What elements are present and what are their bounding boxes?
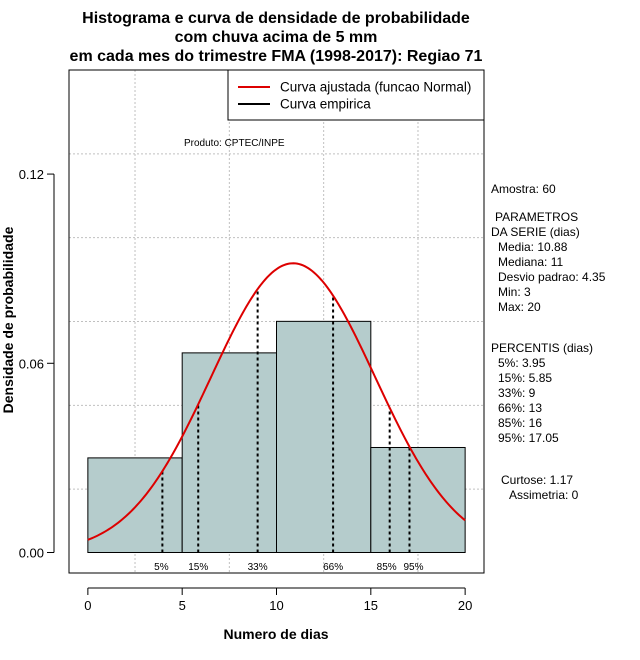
percentil-15: 15%: 5.85	[498, 371, 552, 385]
histogram-bar	[87, 457, 183, 554]
param-media: Media: 10.88	[498, 240, 568, 254]
percentile-lines: 5% 15% 33% 66% 85% 95%	[154, 289, 424, 573]
percentile-label: 85%	[377, 562, 397, 573]
y-tick-label: 0.06	[19, 356, 44, 371]
params-title-2: DA SERIE (dias)	[491, 225, 580, 239]
axes: 0 5 10 15 20 0.00 0.06 0.12	[19, 167, 473, 613]
param-max: Max: 20	[498, 300, 541, 314]
x-axis-label: Numero de dias	[223, 626, 328, 642]
normal-curve-layer	[87, 262, 466, 554]
chart-title-line-3: em cada mes do trimestre FMA (1998-2017)…	[70, 48, 483, 65]
param-min: Min: 3	[498, 285, 531, 299]
x-tick-label: 10	[269, 598, 283, 613]
stats-panel: Amostra: 60 PARAMETROS DA SERIE (dias) M…	[491, 182, 606, 502]
histogram-bar	[276, 320, 372, 554]
curtose-text: Curtose: 1.17	[501, 473, 573, 487]
percentil-66: 66%: 13	[498, 401, 542, 415]
legend-label-empirical: Curva empirica	[280, 97, 371, 112]
x-tick-label: 20	[458, 598, 472, 613]
param-mediana: Mediana: 11	[498, 255, 563, 269]
assimetria-text: Assimetria: 0	[509, 488, 579, 502]
normal-curve	[87, 262, 466, 541]
percentile-label: 33%	[248, 562, 268, 573]
chart-title-line-2: com chuva acima de 5 mm	[175, 29, 378, 46]
params-title-1: PARAMETROS	[495, 210, 578, 224]
percentil-5: 5%: 3.95	[498, 356, 546, 370]
y-tick-label: 0.12	[19, 167, 44, 182]
x-tick-label: 0	[84, 598, 91, 613]
percentil-95: 95%: 17.05	[498, 431, 559, 445]
param-desvio: Desvio padrao: 4.35	[498, 270, 606, 284]
x-tick-label: 5	[179, 598, 186, 613]
percentile-label: 66%	[323, 562, 343, 573]
histogram-bars	[87, 320, 466, 554]
percentile-label: 5%	[154, 562, 169, 573]
percentil-85: 85%: 16	[498, 416, 542, 430]
legend-label-normal: Curva ajustada (funcao Normal)	[280, 80, 471, 95]
y-axis-label: Densidade de probabilidade	[0, 226, 16, 413]
legend-box	[227, 69, 485, 121]
amostra-text: Amostra: 60	[491, 182, 556, 196]
legend: Curva ajustada (funcao Normal) Curva emp…	[227, 69, 485, 121]
percentile-label: 15%	[188, 562, 208, 573]
histogram-bar	[181, 352, 278, 554]
produto-annotation: Produto: CPTEC/INPE	[184, 138, 285, 149]
chart-title-line-1: Histograma e curva de densidade de proba…	[82, 10, 470, 27]
percentil-33: 33%: 9	[498, 386, 536, 400]
percentile-label: 95%	[403, 562, 423, 573]
x-tick-label: 15	[364, 598, 378, 613]
histogram-bar	[370, 446, 466, 554]
y-tick-label: 0.00	[19, 546, 44, 561]
percentis-title: PERCENTIS (dias)	[491, 341, 593, 355]
